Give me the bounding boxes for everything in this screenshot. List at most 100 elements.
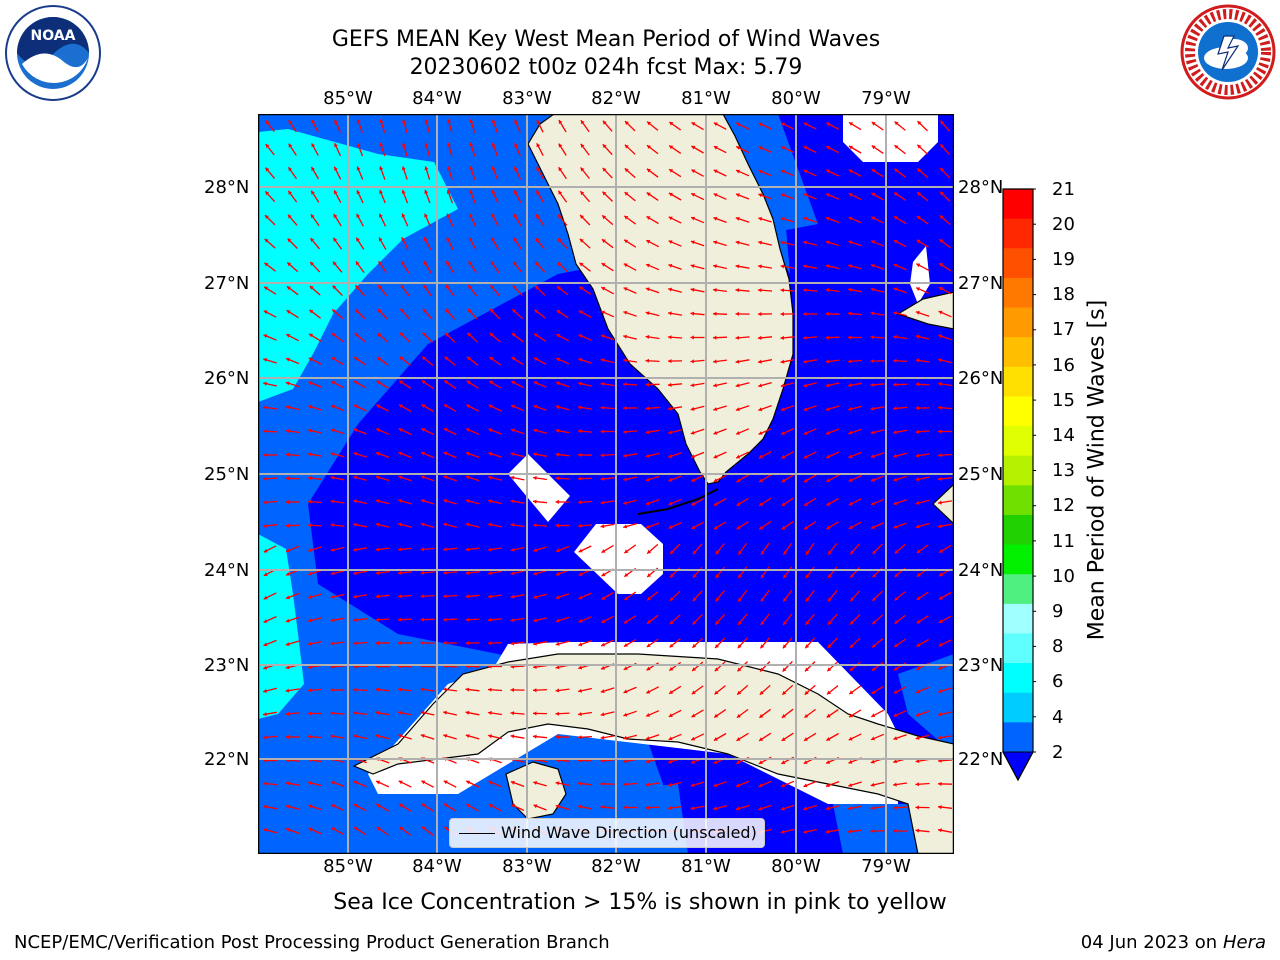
- wind-wave-arrow-head: [871, 713, 876, 717]
- wind-wave-arrow-head: [578, 429, 582, 434]
- wind-wave-arrow-head: [533, 641, 537, 646]
- wind-wave-arrow-head: [600, 781, 604, 786]
- wind-wave-arrow-head: [533, 594, 538, 599]
- wind-wave-arrow-head: [398, 451, 403, 456]
- colorbar-segment: [1003, 633, 1033, 664]
- wind-wave-arrow-head: [601, 572, 606, 577]
- wind-wave-arrow-head: [580, 191, 585, 196]
- wind-wave-arrow-head: [825, 806, 830, 811]
- wind-wave-arrow-head: [783, 621, 787, 625]
- wind-wave-arrow-head: [738, 597, 742, 602]
- wind-wave-arrow-head: [398, 547, 402, 552]
- lon-label-top-79w: 79°W: [861, 88, 911, 109]
- wind-wave-arrow-head: [669, 690, 674, 694]
- wind-wave-arrow-head: [826, 122, 831, 127]
- wind-wave-arrow-head: [578, 357, 583, 362]
- wind-wave-arrow-head: [355, 261, 360, 266]
- wind-wave-arrow-head: [286, 548, 290, 553]
- wind-wave-arrow-head: [940, 120, 945, 125]
- wind-wave-arrow-head: [623, 782, 627, 787]
- wind-wave-arrow-head: [623, 382, 627, 387]
- wind-wave-arrow-head: [893, 501, 898, 506]
- wind-wave-arrow-head: [850, 620, 854, 625]
- wind-wave-arrow-head: [332, 285, 337, 290]
- wind-wave-arrow-head: [780, 312, 784, 317]
- wind-wave-arrow-head: [533, 476, 537, 481]
- wind-wave-arrow-head: [533, 548, 538, 552]
- wind-wave-arrow-head: [893, 358, 897, 363]
- wind-wave-arrow-head: [939, 549, 943, 553]
- wind-wave-arrow-head: [848, 145, 853, 150]
- wind-wave-arrow-head: [533, 357, 538, 362]
- wind-wave-arrow-head: [578, 476, 582, 481]
- wind-wave-arrow-head: [828, 574, 832, 578]
- wind-wave-arrow-head: [424, 142, 429, 147]
- wind-wave-arrow-head: [354, 827, 359, 831]
- wind-wave-arrow-head: [645, 406, 650, 411]
- wind-wave-arrow-head: [691, 478, 696, 482]
- wind-wave-arrow-head: [893, 406, 897, 411]
- lon-label-top-84w: 84°W: [412, 88, 462, 109]
- wind-wave-arrow-head: [353, 641, 357, 646]
- wind-wave-arrow-head: [555, 641, 560, 646]
- wind-wave-arrow-head: [511, 357, 516, 361]
- wind-wave-arrow-head: [645, 311, 650, 316]
- wind-wave-arrow-head: [285, 734, 289, 740]
- wind-wave-arrow-head: [736, 760, 741, 764]
- wind-wave-arrow-head: [761, 550, 765, 555]
- wind-wave-arrow-head: [894, 643, 899, 647]
- wind-wave-arrow-head: [375, 570, 380, 575]
- wind-wave-arrow-head: [578, 452, 582, 457]
- wind-wave-arrow-head: [330, 618, 335, 623]
- wind-wave-arrow-head: [424, 189, 429, 194]
- wind-wave-arrow-head: [848, 806, 852, 811]
- lat-label-left-26n: 26°N: [204, 368, 250, 389]
- wind-wave-arrow-head: [331, 357, 336, 361]
- wind-wave-arrow-head: [848, 169, 853, 174]
- wind-wave-arrow-head: [398, 594, 402, 599]
- cuba-land: [352, 653, 954, 854]
- wind-wave-arrow-head: [558, 190, 563, 195]
- wind-wave-arrow-head: [308, 476, 312, 481]
- wind-wave-arrow-head: [422, 332, 427, 337]
- wind-wave-arrow-head: [444, 380, 449, 385]
- wind-wave-arrow-head: [536, 214, 540, 219]
- wind-wave-arrow-head: [826, 737, 831, 741]
- florida-keys: [637, 488, 719, 515]
- wind-wave-arrow-head: [938, 689, 943, 694]
- wind-wave-arrow-head: [378, 285, 382, 289]
- nodata-east-mid: [910, 246, 930, 304]
- wind-wave-arrow-head: [308, 571, 313, 576]
- wind-wave-arrow-head: [555, 405, 560, 410]
- wind-wave-arrow-head: [670, 573, 674, 578]
- wind-wave-arrow-head: [735, 383, 740, 388]
- wind-wave-arrow-head: [760, 644, 765, 649]
- wind-wave-arrow-head: [514, 190, 518, 195]
- wind-wave-arrow-head: [916, 572, 921, 577]
- wind-wave-arrow-head: [308, 452, 312, 457]
- wind-wave-arrow-head: [894, 549, 899, 554]
- wind-wave-arrow-head: [713, 216, 718, 221]
- wind-wave-arrow-head: [263, 735, 267, 740]
- wind-wave-arrow-head: [848, 829, 852, 834]
- lat-label-right-27n: 27°N: [958, 273, 1004, 294]
- wind-wave-arrow-head: [938, 828, 942, 833]
- wind-wave-arrow-head: [423, 284, 428, 289]
- wind-wave-arrow-head: [915, 382, 920, 387]
- colorbar-segment: [1003, 455, 1033, 486]
- map-subtitle: 20230602 t00z 024h fcst Max: 5.79: [409, 55, 803, 80]
- wind-wave-arrow-head: [894, 573, 899, 577]
- wind-wave-arrow-head: [713, 146, 718, 150]
- wind-wave-arrow-head: [736, 146, 741, 150]
- wind-wave-arrow-head: [578, 548, 583, 553]
- colorbar-segment: [1003, 307, 1033, 338]
- wind-wave-arrow-head: [488, 617, 492, 622]
- wind-wave-arrow-head: [871, 736, 875, 741]
- wind-wave-arrow-head: [758, 146, 763, 150]
- wind-wave-arrow-head: [376, 404, 381, 409]
- wind-wave-arrow-head: [624, 144, 629, 149]
- wind-wave-arrow-head: [871, 169, 876, 173]
- wind-wave-arrow-head: [446, 189, 451, 194]
- wind-wave-arrow-head: [715, 597, 720, 602]
- lon-label-bottom-81w: 81°W: [681, 856, 731, 877]
